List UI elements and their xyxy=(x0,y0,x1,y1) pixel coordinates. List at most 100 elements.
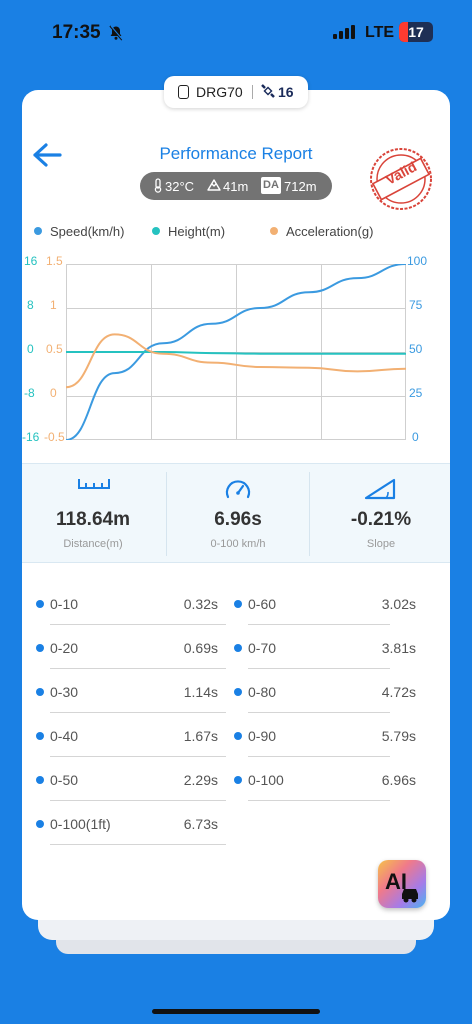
interval-time: 6.73s xyxy=(183,816,218,832)
series-line-height xyxy=(66,351,406,355)
list-item: 0-40 1.67s xyxy=(36,725,218,749)
battery-level: 17 xyxy=(408,24,424,40)
interval-label: 0-40 xyxy=(50,728,79,744)
divider xyxy=(166,472,167,556)
interval-label: 0-10 xyxy=(50,596,79,612)
speed-tick: 100 xyxy=(407,254,428,268)
divider xyxy=(50,800,226,801)
bullet xyxy=(36,732,44,740)
height-tick: -8 xyxy=(24,386,35,400)
bullet xyxy=(36,688,44,696)
interval-label: 0-100(1ft) xyxy=(50,816,111,832)
interval-label: 0-70 xyxy=(248,640,277,656)
environment-conditions: 32°C 41m DA 712m xyxy=(140,172,332,200)
interval-time: 4.72s xyxy=(381,684,416,700)
interval-time: 3.02s xyxy=(381,596,416,612)
summary-stats: 118.64m Distance(m) 6.96s 0-100 km/h -0.… xyxy=(22,463,450,563)
interval-time: 6.96s xyxy=(381,772,416,788)
cell-signal-icon xyxy=(333,25,355,39)
interval-time: 3.81s xyxy=(381,640,416,656)
interval-label: 0-60 xyxy=(248,596,277,612)
battery-icon: 17 xyxy=(399,22,433,42)
legend-dot xyxy=(152,227,160,235)
stat-slope: -0.21% Slope xyxy=(310,464,452,564)
divider xyxy=(309,472,310,556)
back-arrow-icon[interactable] xyxy=(32,142,62,168)
interval-time: 0.69s xyxy=(183,640,218,656)
interval-label: 0-100 xyxy=(248,772,284,788)
interval-label: 0-50 xyxy=(50,772,79,788)
network-type: LTE xyxy=(365,24,395,41)
bullet xyxy=(36,644,44,652)
altitude-icon xyxy=(207,179,221,191)
valid-stamp-icon xyxy=(370,148,432,210)
list-item: 0-100(1ft) 6.73s xyxy=(36,813,218,837)
divider xyxy=(252,85,253,99)
stat-label: Distance(m) xyxy=(63,538,123,550)
status-bar: 17:35 LTE 17 xyxy=(0,0,472,64)
height-tick: -16 xyxy=(22,430,40,444)
speed-tick: 0 xyxy=(412,430,419,444)
bullet xyxy=(36,776,44,784)
stat-distance: 118.64m Distance(m) xyxy=(22,464,164,564)
performance-chart xyxy=(66,264,406,440)
list-item: 0-10 0.32s xyxy=(36,593,218,617)
interval-label: 0-30 xyxy=(50,684,79,700)
ruler-icon xyxy=(78,479,110,489)
temperature: 32°C xyxy=(165,179,195,194)
satellite-count: 16 xyxy=(278,84,294,100)
legend-item-height: Height(m) xyxy=(152,224,225,239)
speed-tick: 75 xyxy=(409,298,423,312)
interval-label: 0-90 xyxy=(248,728,277,744)
list-item: 0-20 0.69s xyxy=(36,637,218,661)
divider xyxy=(248,712,390,713)
legend-dot xyxy=(34,227,42,235)
list-item: 0-80 4.72s xyxy=(234,681,416,705)
acceleration-tick: 0 xyxy=(50,386,57,400)
height-tick: 8 xyxy=(27,298,34,312)
height-tick: 16 xyxy=(24,254,38,268)
interval-label: 0-80 xyxy=(248,684,277,700)
legend-label: Height(m) xyxy=(168,224,226,239)
device-badge[interactable]: DRG70 16 xyxy=(164,76,308,108)
home-indicator[interactable] xyxy=(152,1009,320,1014)
bullet xyxy=(234,732,242,740)
thermometer-icon xyxy=(154,178,162,193)
bullet xyxy=(234,688,242,696)
divider xyxy=(50,668,226,669)
interval-time: 2.29s xyxy=(183,772,218,788)
divider xyxy=(248,800,390,801)
height-tick: 0 xyxy=(27,342,34,356)
stat-value: 118.64m xyxy=(56,509,130,530)
bullet xyxy=(36,820,44,828)
acceleration-tick: 1 xyxy=(50,298,57,312)
list-item: 0-90 5.79s xyxy=(234,725,416,749)
ai-label: AI xyxy=(385,869,407,894)
altitude: 41m xyxy=(223,179,249,194)
divider xyxy=(248,756,390,757)
legend-label: Speed(km/h) xyxy=(50,224,125,239)
page-title: Performance Report xyxy=(159,144,313,163)
legend-item-speed: Speed(km/h) xyxy=(34,224,124,239)
stat-label: Slope xyxy=(366,538,396,550)
list-item: 0-60 3.02s xyxy=(234,593,416,617)
divider xyxy=(248,624,390,625)
list-item: 0-70 3.81s xyxy=(234,637,416,661)
stat-label: 0-100 km/h xyxy=(210,538,266,550)
bullet xyxy=(234,600,242,608)
bullet xyxy=(234,644,242,652)
divider xyxy=(50,624,226,625)
speed-tick: 50 xyxy=(409,342,423,356)
speedometer-icon xyxy=(225,480,251,499)
legend-item-acceleration: Acceleration(g) xyxy=(270,224,373,239)
interval-time: 1.14s xyxy=(183,684,218,700)
interval-time: 1.67s xyxy=(183,728,218,744)
ai-assistant-button[interactable]: AI xyxy=(378,860,426,908)
stat-value: 6.96s xyxy=(214,509,262,530)
legend-label: Acceleration(g) xyxy=(286,224,374,239)
device-icon xyxy=(178,85,189,99)
bullet xyxy=(36,600,44,608)
series-line-acceleration xyxy=(66,333,406,389)
divider xyxy=(50,756,226,757)
interval-time: 5.79s xyxy=(381,728,416,744)
